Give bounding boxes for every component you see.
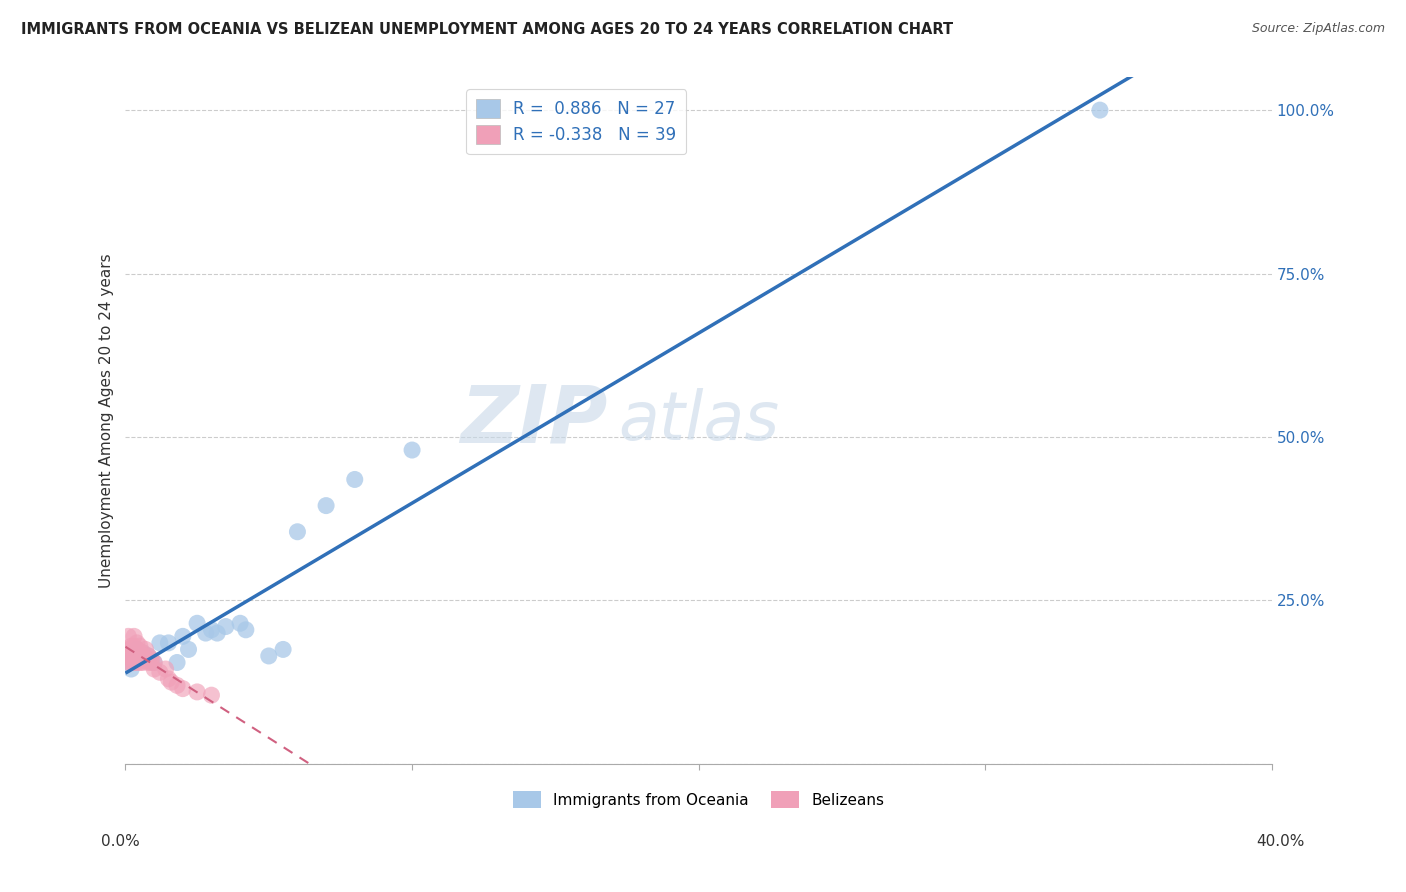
Point xyxy=(125,648,148,663)
Point xyxy=(125,642,148,657)
Point xyxy=(155,662,177,676)
Point xyxy=(149,636,172,650)
Point xyxy=(200,623,222,637)
Point xyxy=(287,524,309,539)
Point xyxy=(166,678,188,692)
Point xyxy=(122,656,145,670)
Point xyxy=(186,616,208,631)
Point xyxy=(141,652,163,666)
Point xyxy=(120,656,142,670)
Point xyxy=(138,648,160,663)
Point xyxy=(120,662,142,676)
Point xyxy=(131,648,153,663)
Point xyxy=(200,688,222,702)
Text: 40.0%: 40.0% xyxy=(1257,834,1305,848)
Point xyxy=(138,648,160,663)
Point xyxy=(117,648,139,663)
Text: atlas: atlas xyxy=(619,388,779,454)
Point xyxy=(128,656,150,670)
Point xyxy=(315,499,337,513)
Point xyxy=(271,642,294,657)
Text: 0.0%: 0.0% xyxy=(101,834,141,848)
Point xyxy=(205,626,228,640)
Point xyxy=(143,656,166,670)
Point xyxy=(120,642,142,657)
Legend: Immigrants from Oceania, Belizeans: Immigrants from Oceania, Belizeans xyxy=(508,785,890,814)
Text: IMMIGRANTS FROM OCEANIA VS BELIZEAN UNEMPLOYMENT AMONG AGES 20 TO 24 YEARS CORRE: IMMIGRANTS FROM OCEANIA VS BELIZEAN UNEM… xyxy=(21,22,953,37)
Point xyxy=(157,636,180,650)
Point xyxy=(128,652,150,666)
Point xyxy=(229,616,252,631)
Text: Source: ZipAtlas.com: Source: ZipAtlas.com xyxy=(1251,22,1385,36)
Point xyxy=(117,656,139,670)
Point xyxy=(215,619,238,633)
Point xyxy=(131,656,153,670)
Point xyxy=(122,629,145,643)
Point xyxy=(122,642,145,657)
Point xyxy=(177,642,200,657)
Point xyxy=(131,646,153,660)
Point xyxy=(157,672,180,686)
Point xyxy=(135,652,157,666)
Point xyxy=(401,443,423,458)
Point xyxy=(257,648,280,663)
Point xyxy=(117,629,139,643)
Point xyxy=(125,642,148,657)
Point xyxy=(125,636,148,650)
Point xyxy=(160,675,183,690)
Point xyxy=(172,629,194,643)
Point xyxy=(143,662,166,676)
Point xyxy=(120,652,142,666)
Point xyxy=(343,473,366,487)
Point xyxy=(138,656,160,670)
Point xyxy=(128,639,150,653)
Point xyxy=(122,639,145,653)
Point xyxy=(194,626,217,640)
Text: ZIP: ZIP xyxy=(460,382,607,459)
Point xyxy=(1088,103,1111,117)
Point xyxy=(131,646,153,660)
Point xyxy=(135,642,157,657)
Point xyxy=(117,642,139,657)
Point xyxy=(128,646,150,660)
Point xyxy=(122,648,145,663)
Point xyxy=(120,639,142,653)
Point xyxy=(117,656,139,670)
Point xyxy=(149,665,172,680)
Point xyxy=(166,656,188,670)
Point xyxy=(125,656,148,670)
Y-axis label: Unemployment Among Ages 20 to 24 years: Unemployment Among Ages 20 to 24 years xyxy=(100,253,114,588)
Point xyxy=(122,648,145,663)
Point xyxy=(141,656,163,670)
Point xyxy=(186,685,208,699)
Point xyxy=(235,623,257,637)
Point xyxy=(143,656,166,670)
Point xyxy=(172,681,194,696)
